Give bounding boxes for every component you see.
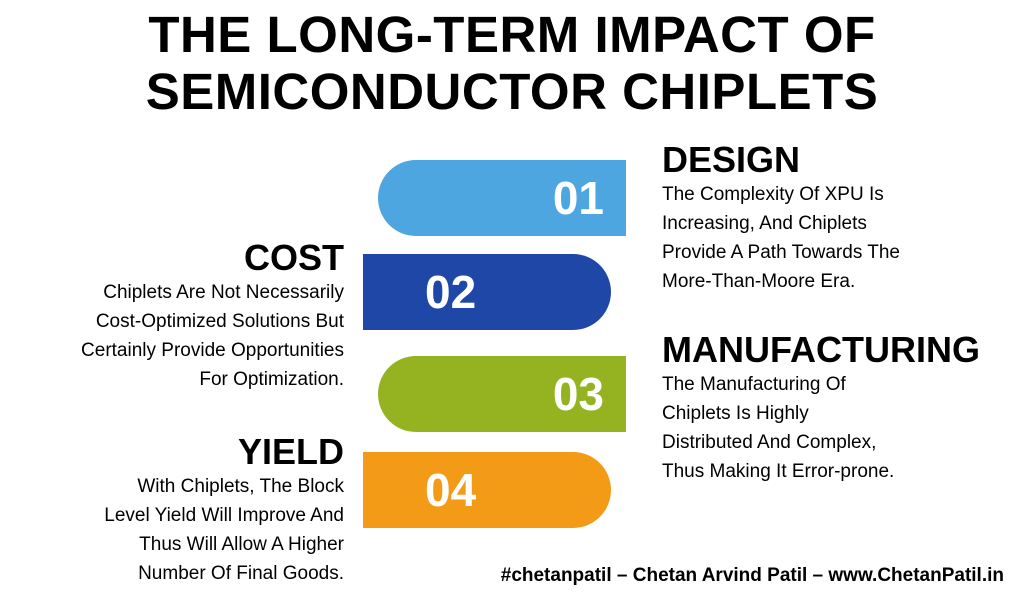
design-line: The Complexity Of XPU Is: [662, 184, 884, 205]
design-line: More-Than-Moore Era.: [662, 271, 856, 292]
design-line: Provide A Path Towards The: [662, 242, 901, 263]
footer-credit: #chetanpatil – Chetan Arvind Patil – www…: [500, 565, 1004, 586]
yield-description: With Chiplets, The Block Level Yield Wil…: [104, 472, 344, 588]
yield-line: Level Yield Will Improve And: [104, 505, 344, 526]
step-04-number: 04: [425, 464, 477, 516]
cost-line: Chiplets Are Not Necessarily: [103, 282, 344, 303]
page-title: THE LONG-TERM IMPACT OF SEMICONDUCTOR CH…: [0, 6, 1024, 120]
title-line-2: SEMICONDUCTOR CHIPLETS: [145, 63, 879, 120]
step-03-number: 03: [552, 368, 604, 420]
design-description: The Complexity Of XPU Is Increasing, And…: [662, 180, 900, 296]
step-01-pill: 01: [378, 160, 626, 236]
cost-line: For Optimization.: [199, 369, 344, 390]
step-02-number: 02: [425, 266, 477, 318]
design-heading: DESIGN: [662, 139, 801, 180]
manufacturing-line: Chiplets Is Highly: [662, 403, 809, 424]
cost-heading: COST: [243, 237, 344, 278]
cost-line: Certainly Provide Opportunities: [81, 340, 344, 361]
yield-line: With Chiplets, The Block: [137, 476, 344, 497]
step-04-pill: 04: [363, 452, 611, 528]
cost-description: Chiplets Are Not Necessarily Cost-Optimi…: [81, 278, 344, 394]
cost-line: Cost-Optimized Solutions But: [95, 311, 344, 332]
manufacturing-description: The Manufacturing Of Chiplets Is Highly …: [662, 370, 980, 486]
manufacturing-line: Thus Making It Error-prone.: [662, 461, 895, 482]
yield-line: Thus Will Allow A Higher: [139, 534, 344, 555]
step-03-pill: 03: [378, 356, 626, 432]
design-block: DESIGN The Complexity Of XPU Is Increasi…: [662, 140, 900, 296]
yield-block: YIELD With Chiplets, The Block Level Yie…: [104, 432, 344, 588]
design-line: Increasing, And Chiplets: [662, 213, 867, 234]
yield-heading: YIELD: [237, 431, 344, 472]
manufacturing-block: MANUFACTURING The Manufacturing Of Chipl…: [662, 330, 980, 486]
manufacturing-heading: MANUFACTURING: [662, 329, 980, 370]
yield-line: Number Of Final Goods.: [138, 563, 344, 584]
step-02-pill: 02: [363, 254, 611, 330]
step-01-number: 01: [552, 172, 604, 224]
title-line-1: THE LONG-TERM IMPACT OF: [148, 6, 876, 63]
cost-block: COST Chiplets Are Not Necessarily Cost-O…: [81, 238, 344, 394]
manufacturing-line: Distributed And Complex,: [662, 432, 877, 453]
manufacturing-line: The Manufacturing Of: [662, 374, 846, 395]
